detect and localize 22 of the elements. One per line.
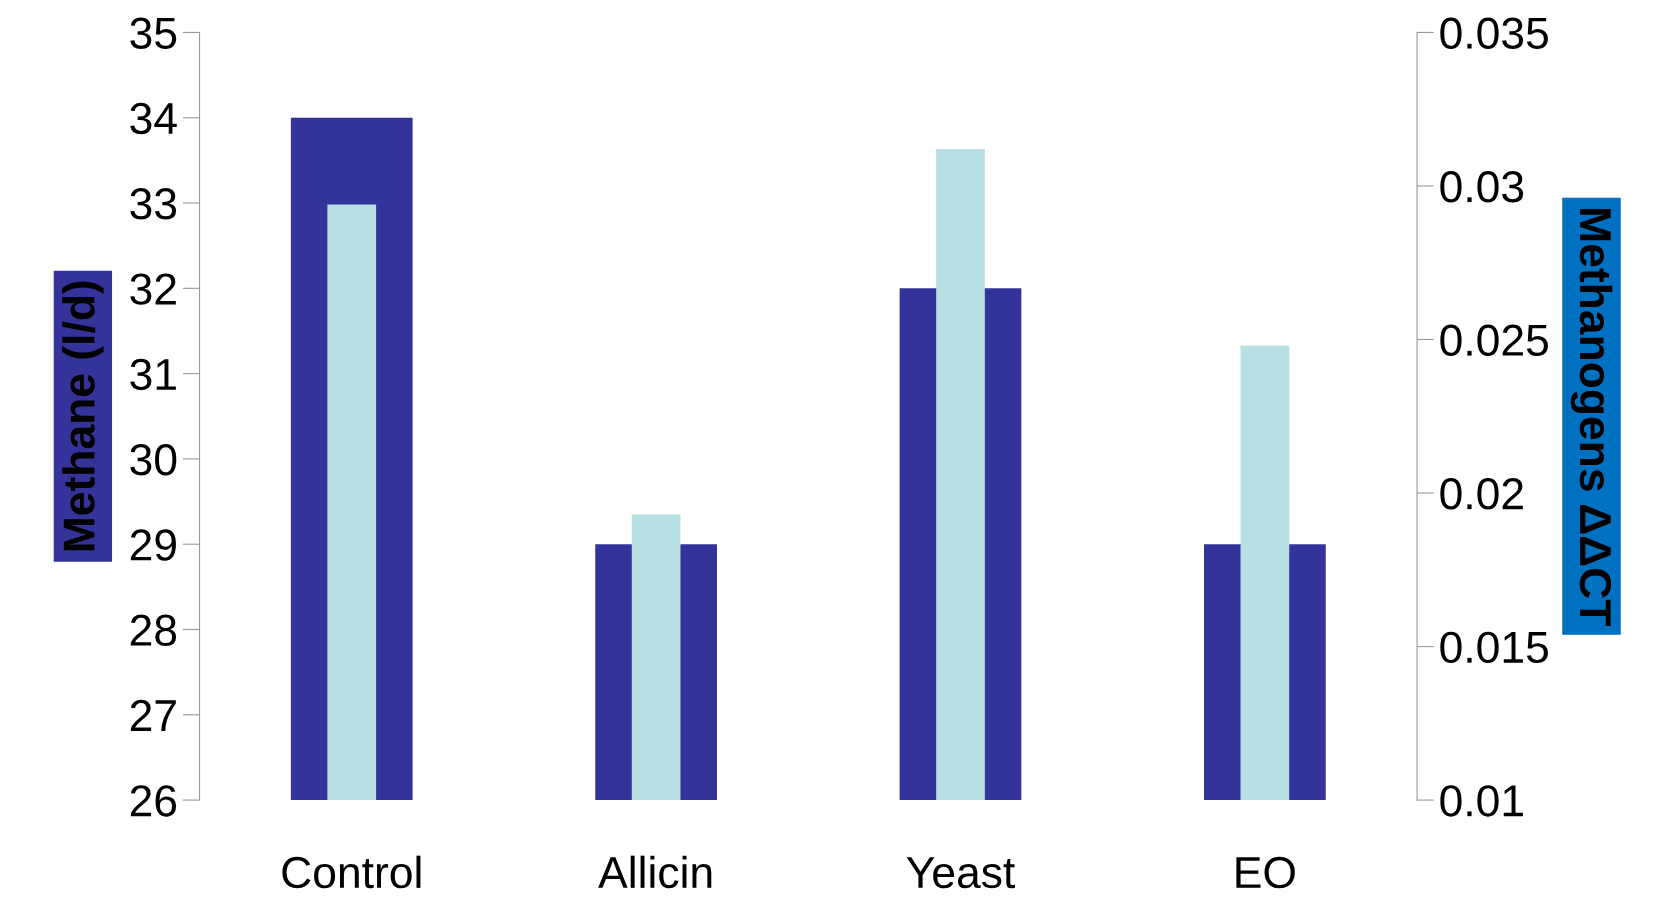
y-tick-label: 26: [130, 785, 177, 817]
y-tick-label: 31: [130, 358, 176, 391]
y2-tick-label: 0.03: [1440, 171, 1524, 203]
y2-tick-label: 0.01: [1440, 785, 1523, 817]
y-axis-title: Methane (l/d): [62, 281, 104, 551]
y2-tick-label: 0.015: [1440, 631, 1548, 664]
y2-tick-label: 0.02: [1440, 478, 1523, 510]
y-tick-label: 30: [130, 443, 177, 476]
y2-axis-title: Methanogens ΔΔCT: [1570, 209, 1613, 626]
y2-tick-label: 0.025: [1440, 324, 1548, 357]
x-tick-label: EO: [1236, 856, 1295, 889]
y2-tick-label: 0.035: [1440, 17, 1548, 49]
x-tick-label: Control: [282, 855, 421, 889]
y-tick-label: 29: [130, 529, 176, 561]
y-tick-label: 35: [130, 17, 177, 49]
x-tick-label: Allicin: [598, 855, 712, 889]
y-tick-label: 34: [130, 102, 177, 135]
y-tick-label: 33: [130, 188, 177, 220]
y-tick-label: 27: [130, 699, 176, 731]
x-tick-label: Yeast: [906, 857, 1015, 889]
y-tick-label: 28: [130, 614, 177, 647]
y-tick-label: 32: [130, 273, 176, 305]
